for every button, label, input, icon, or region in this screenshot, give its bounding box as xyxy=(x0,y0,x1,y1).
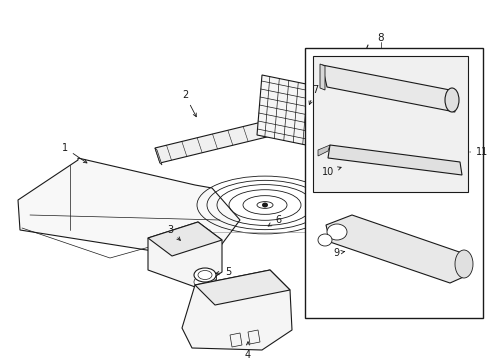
Polygon shape xyxy=(195,270,289,305)
Polygon shape xyxy=(267,117,275,134)
Polygon shape xyxy=(257,75,359,155)
Text: 11: 11 xyxy=(469,147,487,157)
Ellipse shape xyxy=(317,234,331,246)
Polygon shape xyxy=(182,270,291,350)
Polygon shape xyxy=(148,222,222,256)
Ellipse shape xyxy=(262,202,267,207)
Polygon shape xyxy=(155,120,274,163)
Text: 3: 3 xyxy=(166,225,180,240)
Text: 5: 5 xyxy=(215,267,231,277)
Ellipse shape xyxy=(194,275,216,289)
Text: 2: 2 xyxy=(182,90,196,117)
Polygon shape xyxy=(325,215,467,283)
Bar xyxy=(312,56,467,192)
Ellipse shape xyxy=(454,250,472,278)
Text: 6: 6 xyxy=(267,215,281,226)
Polygon shape xyxy=(327,145,461,175)
Text: 7: 7 xyxy=(308,85,318,104)
Polygon shape xyxy=(321,65,454,112)
Text: 1: 1 xyxy=(62,143,87,163)
Text: 4: 4 xyxy=(244,342,250,360)
Text: 8: 8 xyxy=(377,33,384,43)
Polygon shape xyxy=(18,158,240,260)
Text: 9: 9 xyxy=(332,248,344,258)
Ellipse shape xyxy=(194,268,216,282)
Polygon shape xyxy=(148,222,222,288)
Polygon shape xyxy=(155,148,162,165)
Text: 10: 10 xyxy=(321,167,341,177)
Polygon shape xyxy=(317,145,329,156)
Ellipse shape xyxy=(326,224,346,240)
Polygon shape xyxy=(319,64,325,90)
Bar xyxy=(305,48,482,318)
Ellipse shape xyxy=(444,88,458,112)
